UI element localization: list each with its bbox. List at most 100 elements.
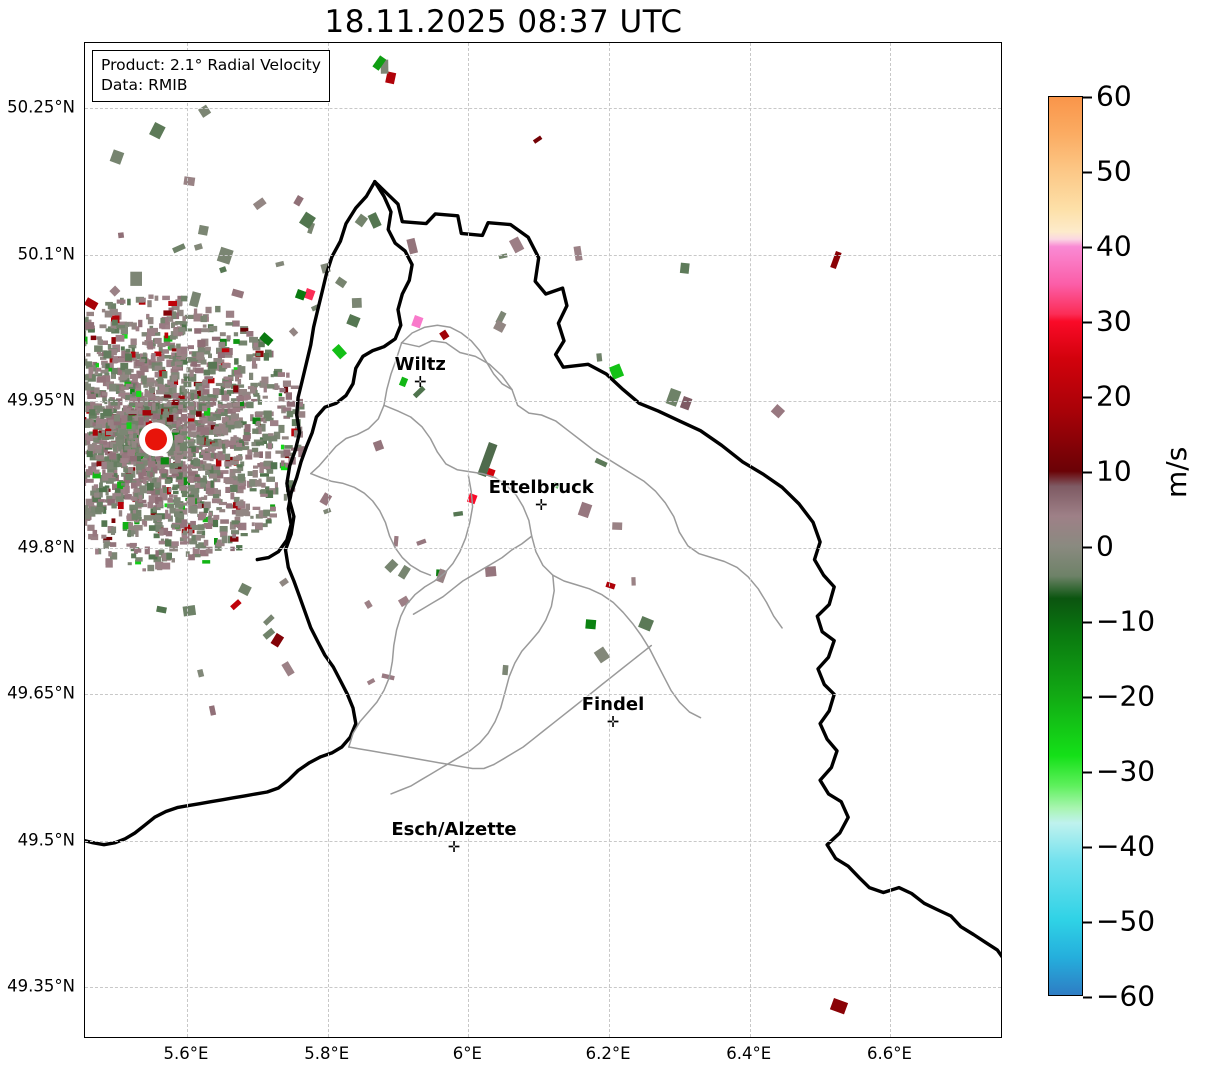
radar-echo-cell bbox=[277, 372, 285, 377]
radar-echo-cell bbox=[136, 390, 142, 397]
radar-echo-cell bbox=[96, 461, 105, 467]
radar-echo-cell bbox=[157, 409, 161, 414]
radar-echo-cell bbox=[211, 448, 215, 454]
radar-echo-cell bbox=[86, 478, 94, 483]
radar-echo-cell bbox=[148, 554, 158, 560]
radar-echo-cell bbox=[141, 332, 151, 337]
radar-echo-cell bbox=[171, 400, 179, 406]
radar-echo-cell bbox=[163, 487, 167, 493]
map-canvas bbox=[85, 43, 1001, 1037]
radar-echo-cell bbox=[160, 457, 169, 465]
radar-echo-cell bbox=[167, 346, 172, 351]
radar-echo-cell bbox=[262, 627, 276, 640]
radar-echo-cell bbox=[154, 522, 163, 528]
radar-echo-cell bbox=[224, 461, 232, 467]
radar-echo-cell bbox=[163, 341, 171, 347]
radar-map-axes[interactable] bbox=[84, 42, 1002, 1038]
radar-echo-cell bbox=[134, 354, 141, 360]
radar-echo-cell bbox=[132, 357, 137, 362]
radar-echo-cell bbox=[164, 539, 172, 547]
radar-echo-cell bbox=[212, 414, 221, 418]
radar-site-marker[interactable] bbox=[139, 422, 173, 457]
radar-echo-cell bbox=[205, 546, 213, 554]
radar-echo-cell bbox=[255, 441, 265, 446]
radar-echo-cell bbox=[128, 453, 134, 459]
radar-echo-cell bbox=[130, 508, 134, 517]
radar-echo-cell bbox=[263, 509, 270, 517]
radar-echo-cell bbox=[229, 472, 235, 477]
radar-echo-cell bbox=[266, 469, 274, 474]
radar-echo-cell bbox=[171, 558, 175, 563]
radar-echo-cell bbox=[148, 475, 153, 482]
radar-echo-cell bbox=[284, 445, 293, 449]
radar-echo-cell bbox=[179, 443, 188, 451]
radar-echo-cell bbox=[236, 545, 243, 551]
radar-echo-cell bbox=[85, 322, 95, 330]
radar-echo-cell bbox=[122, 368, 127, 376]
radar-echo-cell bbox=[212, 388, 220, 395]
radar-echo-cell bbox=[168, 487, 172, 493]
radar-echo-cell bbox=[225, 503, 233, 509]
radar-echo-cell bbox=[151, 362, 161, 369]
radar-echo-cell bbox=[178, 513, 184, 519]
radar-echo-cell bbox=[166, 503, 175, 509]
radar-echo-cell bbox=[207, 416, 217, 422]
radar-echo-cell bbox=[181, 533, 189, 539]
radar-echo-cell bbox=[132, 470, 136, 478]
radar-echo-cell bbox=[138, 410, 144, 414]
gridline-vertical bbox=[187, 43, 188, 1037]
radar-echo-cell bbox=[180, 347, 188, 354]
radar-echo-cell bbox=[178, 404, 184, 409]
radar-echo-cell bbox=[249, 479, 257, 487]
velocity-colorbar[interactable] bbox=[1048, 96, 1083, 996]
radar-echo-cell bbox=[233, 339, 240, 344]
radar-echo-cell bbox=[243, 428, 250, 437]
radar-echo-cell bbox=[188, 538, 195, 543]
radar-echo-cell bbox=[131, 347, 135, 354]
map-vector-layer bbox=[85, 55, 1001, 1015]
radar-echo-cell bbox=[191, 351, 199, 357]
radar-echo-cell bbox=[201, 530, 206, 536]
radar-echo-cell bbox=[220, 519, 229, 524]
radar-echo-cell bbox=[183, 425, 188, 431]
radar-echo-cell bbox=[138, 472, 144, 480]
radar-echo-cell bbox=[245, 503, 250, 511]
radar-echo-cell bbox=[187, 431, 197, 438]
radar-echo-cell bbox=[260, 473, 269, 477]
colorbar-tick-mark bbox=[1083, 621, 1092, 624]
radar-echo-cell bbox=[121, 482, 126, 486]
gridline-horizontal bbox=[85, 987, 1001, 989]
radar-echo-cell bbox=[180, 541, 189, 545]
radar-echo-cell bbox=[102, 375, 111, 382]
radar-echo-cell bbox=[372, 55, 387, 71]
radar-echo-cell bbox=[120, 458, 129, 463]
radar-echo-cell bbox=[174, 454, 184, 459]
gridline-vertical bbox=[609, 43, 611, 1037]
radar-echo-blob bbox=[830, 251, 842, 270]
radar-echo-cell bbox=[255, 479, 262, 487]
radar-echo-cell bbox=[498, 253, 508, 260]
radar-echo-cell bbox=[253, 341, 259, 347]
radar-echo-cell bbox=[105, 405, 114, 412]
radar-echo-cell bbox=[200, 549, 209, 557]
radar-echo-cell bbox=[91, 485, 97, 493]
radar-echo-cell bbox=[113, 414, 120, 422]
radar-echo-cell bbox=[143, 520, 148, 527]
radar-echo-cell bbox=[90, 335, 97, 341]
radar-echo-cell bbox=[93, 410, 101, 414]
district-border bbox=[348, 746, 495, 770]
radar-echo-cell bbox=[174, 442, 178, 447]
radar-echo-cell bbox=[262, 614, 275, 626]
radar-echo-cell bbox=[202, 324, 207, 328]
radar-echo-cell bbox=[182, 392, 191, 399]
radar-echo-cell bbox=[151, 332, 161, 336]
radar-echo-cell bbox=[213, 514, 220, 520]
colorbar-tick-label: 0 bbox=[1083, 530, 1114, 563]
radar-echo-cell bbox=[100, 418, 107, 424]
radar-echo-cell bbox=[228, 378, 232, 386]
radar-echo-cell bbox=[275, 487, 279, 495]
radar-echo-cell bbox=[143, 451, 149, 459]
radar-echo-cell bbox=[252, 506, 261, 510]
radar-echo-cell bbox=[127, 431, 134, 435]
radar-echo-cell bbox=[191, 524, 199, 530]
